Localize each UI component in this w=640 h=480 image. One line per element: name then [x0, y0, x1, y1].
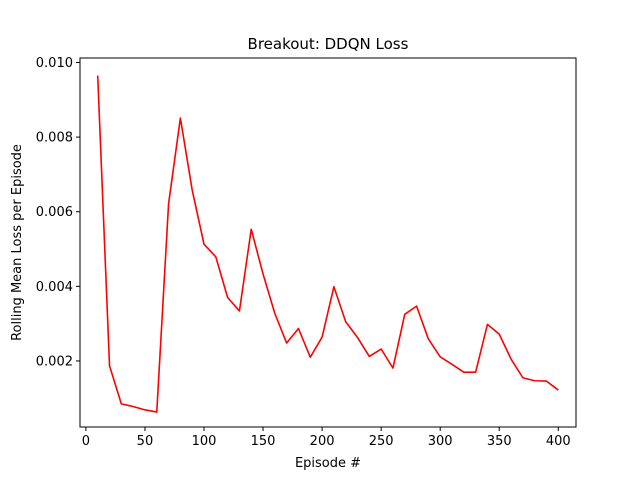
y-axis: 0.002 0.004 0.006 0.008 0.010: [36, 56, 80, 369]
x-tick-label: 250: [369, 434, 394, 449]
x-tick-label: 300: [428, 434, 453, 449]
y-axis-label: Rolling Mean Loss per Episode: [10, 144, 25, 341]
chart-title: Breakout: DDQN Loss: [248, 35, 409, 53]
series-line: [96, 75, 559, 413]
y-tick-label: 0.008: [36, 131, 73, 146]
plot-frame: [79, 57, 577, 428]
x-tick-label: 100: [192, 434, 217, 449]
y-tick-label: 0.004: [36, 280, 73, 295]
y-tick-label: 0.002: [36, 354, 73, 369]
x-tick-label: 50: [137, 434, 154, 449]
x-tick-label: 350: [487, 434, 512, 449]
x-axis-label: Episode #: [295, 456, 361, 471]
y-tick-label: 0.006: [36, 205, 73, 220]
y-tick-label: 0.010: [36, 56, 73, 71]
plot-area: [80, 58, 576, 427]
x-axis: 0 50 100 150 200 250 300 350 400: [82, 427, 571, 449]
x-tick-label: 400: [546, 434, 571, 449]
x-tick-label: 200: [310, 434, 335, 449]
x-tick-label: 150: [251, 434, 276, 449]
x-tick-label: 0: [82, 434, 90, 449]
plot-marks: [96, 75, 559, 413]
